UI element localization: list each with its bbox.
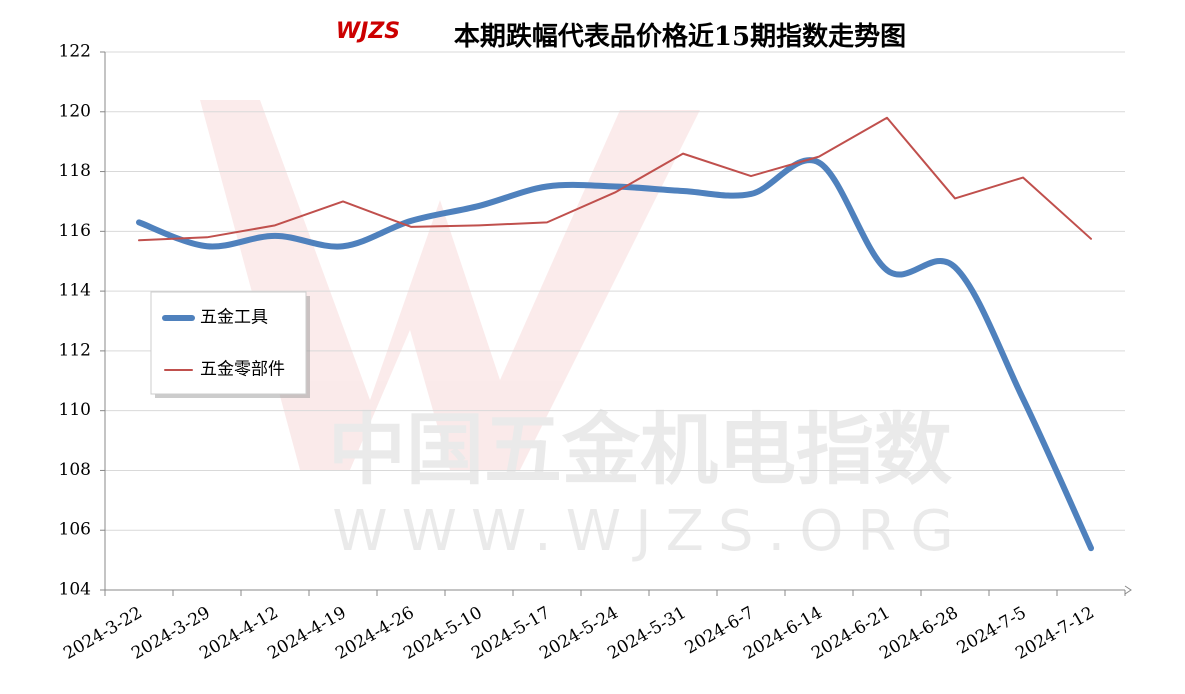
series-line [136,157,1094,552]
y-tick-label: 118 [59,161,91,181]
legend-label: 五金工具 [200,308,268,328]
watermark-text: 中国五金机电指数 [328,405,952,495]
logo: WJZS [336,19,400,44]
watermark-shape [200,100,700,470]
legend-box [150,291,307,395]
y-tick-label: 108 [59,460,91,480]
x-tick-label: 2024-7-12 [1012,603,1098,664]
y-tick-label: 110 [59,400,91,420]
y-tick-label: 104 [59,580,91,600]
y-tick-label: 106 [59,520,91,540]
chart-title: 本期跌幅代表品价格近15期指数走势图 [454,21,906,52]
y-tick-label: 114 [59,281,91,301]
x-tick-label: 2024-6-28 [876,603,962,664]
y-tick-label: 122 [59,42,91,62]
series-line [138,116,1092,242]
legend-label: 五金零部件 [200,360,285,380]
x-tick-label: 2024-5-31 [604,603,690,664]
y-tick-label: 112 [59,340,91,360]
watermark: 中国五金机电指数 WWW.WJZS.ORG [200,100,967,564]
watermark-url: WWW.WJZS.ORG [332,499,967,564]
x-axis-arrow [1124,585,1132,595]
y-tick-label: 116 [59,221,91,241]
y-tick-label: 120 [59,101,91,121]
